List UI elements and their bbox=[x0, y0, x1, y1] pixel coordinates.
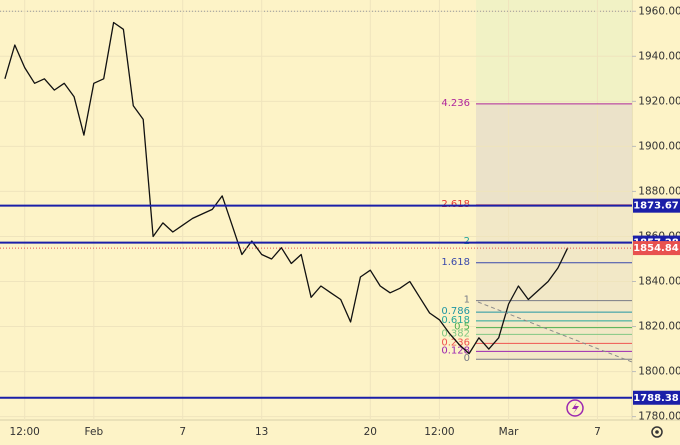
last-price-label: 1854.84 bbox=[633, 241, 680, 256]
fib-label: 0.236 bbox=[441, 337, 470, 348]
fib-label: 0.382 bbox=[441, 328, 470, 339]
y-tick-label: 1940.00 bbox=[638, 50, 680, 62]
y-tick-label: 1800.00 bbox=[638, 366, 680, 378]
level-label: 1873.67 bbox=[633, 198, 680, 213]
price-axis bbox=[632, 0, 680, 445]
fib-label: 1 bbox=[464, 295, 470, 306]
x-tick-label: Feb bbox=[85, 426, 104, 438]
x-tick-label: 20 bbox=[364, 426, 377, 438]
x-tick-label: 12:00 bbox=[424, 426, 454, 438]
fib-zone bbox=[476, 103, 632, 205]
y-tick-label: 1780.00 bbox=[638, 411, 680, 423]
settings-icon[interactable] bbox=[651, 426, 663, 438]
level-box bbox=[633, 198, 680, 213]
price-line bbox=[4, 21, 569, 355]
level-text: 1873.67 bbox=[633, 201, 679, 212]
y-tick-label: 1920.00 bbox=[638, 95, 680, 107]
fib-label: 0.5 bbox=[454, 322, 470, 333]
y-tick-label: 1900.00 bbox=[638, 140, 680, 152]
level-box bbox=[633, 390, 680, 405]
level-label: 1788.38 bbox=[633, 390, 680, 405]
fib-label: 0.128 bbox=[441, 345, 470, 356]
fib-label: 0.618 bbox=[441, 315, 470, 326]
level-text: 1788.38 bbox=[633, 393, 679, 404]
last-price-text: 1854.84 bbox=[633, 243, 679, 254]
y-tick-label: 1960.00 bbox=[638, 5, 680, 17]
fib-zone bbox=[476, 204, 632, 360]
fib-label: 0 bbox=[464, 353, 470, 364]
fib-label: 2.618 bbox=[441, 199, 470, 210]
y-tick-label: 1880.00 bbox=[638, 185, 680, 197]
fib-label: 4.236 bbox=[441, 98, 470, 109]
x-tick-label: 7 bbox=[179, 426, 186, 438]
x-tick-label: 12:00 bbox=[10, 426, 40, 438]
fib-label: 1.618 bbox=[441, 257, 470, 268]
last-price-box bbox=[633, 241, 680, 256]
x-tick-label: 7 bbox=[594, 426, 601, 438]
lightning-icon[interactable] bbox=[566, 399, 584, 417]
y-tick-label: 1840.00 bbox=[638, 276, 680, 288]
y-tick-label: 1820.00 bbox=[638, 321, 680, 333]
x-tick-label: Mar bbox=[499, 426, 519, 438]
fib-zone bbox=[476, 0, 632, 104]
fib-label: 0.786 bbox=[441, 306, 470, 317]
x-tick-label: 13 bbox=[255, 426, 268, 438]
